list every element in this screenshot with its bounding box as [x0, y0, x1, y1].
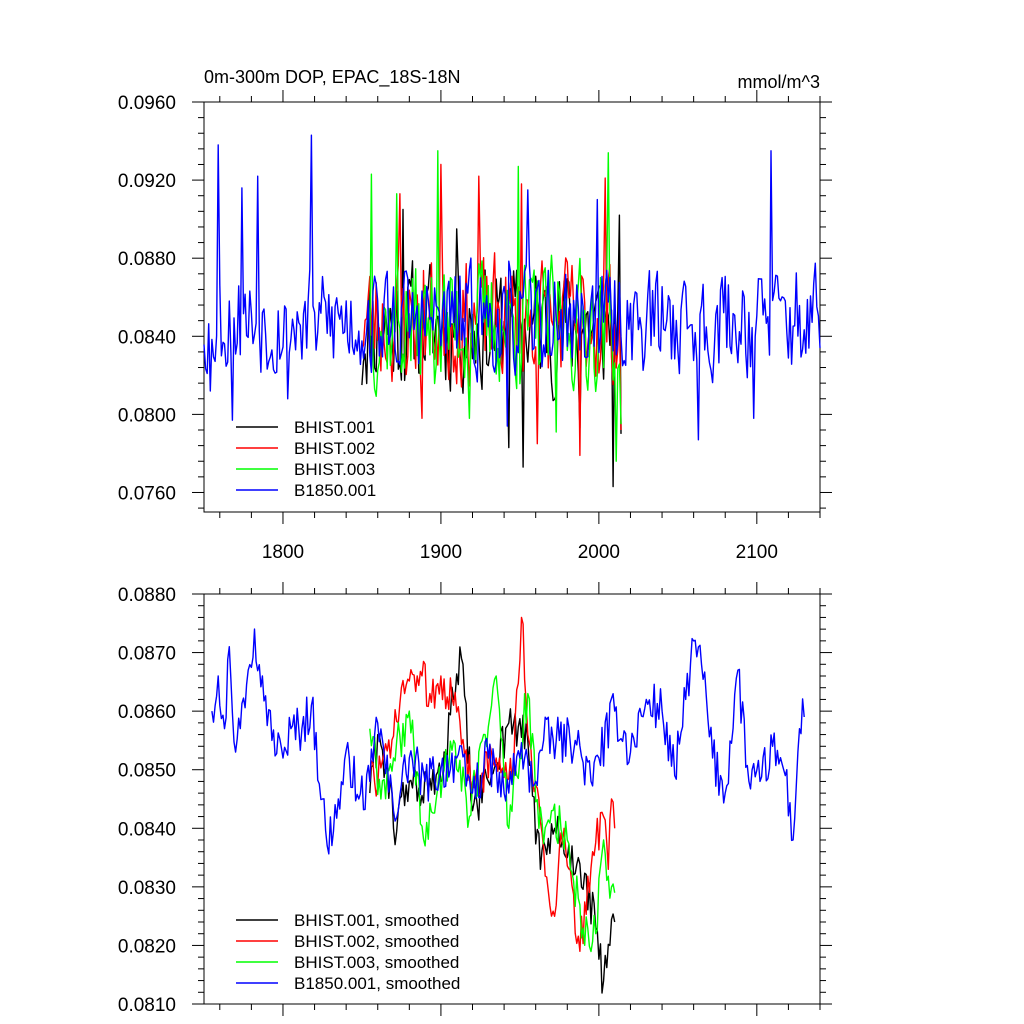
- legend-label: BHIST.002, smoothed: [294, 932, 459, 951]
- series-line-bhist-003-smoothed: [369, 675, 616, 953]
- top-panel: 0m-300m DOP, EPAC_18S-18N mmol/m^3 0.076…: [118, 67, 832, 563]
- top-panel-y-tick-labels: 0.0760 0.0800 0.0840 0.0880 0.0920 0.0960: [118, 93, 176, 504]
- x-tick-label: 2000: [578, 542, 620, 563]
- bottom-panel-frame: [203, 593, 821, 1005]
- bottom-panel-legend: BHIST.001, smoothed BHIST.002, smoothed BH…: [236, 911, 460, 993]
- legend-label: BHIST.001: [294, 418, 375, 437]
- bottom-panel: 0.0810 0.0820 0.0830 0.0840 0.0850 0.0860 0.08…: [118, 582, 832, 1016]
- y-tick-label: 0.0810: [118, 995, 176, 1016]
- y-tick-label: 0.0800: [118, 405, 176, 426]
- y-tick-label: 0.0830: [118, 878, 176, 899]
- y-tick-label: 0.0920: [118, 171, 176, 192]
- top-panel-ticks: [192, 90, 832, 524]
- top-panel-series: [203, 134, 821, 488]
- top-panel-legend: BHIST.001 BHIST.002 BHIST.003 B1850.001: [236, 418, 376, 500]
- legend-label: BHIST.003: [294, 460, 375, 479]
- bottom-panel-y-tick-labels: 0.0810 0.0820 0.0830 0.0840 0.0850 0.0860 0.08…: [118, 585, 176, 1016]
- series-line-b1850-001-smoothed: [211, 628, 805, 855]
- y-tick-label: 0.0850: [118, 761, 176, 782]
- y-tick-label: 0.0880: [118, 585, 176, 606]
- y-tick-label: 0.0820: [118, 936, 176, 957]
- y-tick-label: 0.0840: [118, 327, 176, 348]
- legend-label: B1850.001: [294, 481, 376, 500]
- top-panel-frame: [203, 101, 821, 513]
- x-tick-label: 1900: [420, 542, 462, 563]
- bottom-panel-series: [211, 616, 805, 994]
- x-tick-label: 1800: [262, 542, 304, 563]
- legend-label: BHIST.002: [294, 439, 375, 458]
- series-line-b1850-001: [203, 134, 821, 441]
- bottom-panel-ticks: [192, 582, 832, 1016]
- y-tick-label: 0.0960: [118, 93, 176, 114]
- y-tick-label: 0.0760: [118, 483, 176, 504]
- y-tick-label: 0.0870: [118, 644, 176, 665]
- top-panel-units: mmol/m^3: [738, 72, 820, 92]
- top-panel-title: 0m-300m DOP, EPAC_18S-18N: [204, 67, 460, 88]
- y-tick-label: 0.0840: [118, 819, 176, 840]
- y-tick-label: 0.0860: [118, 702, 176, 723]
- legend-label: BHIST.001, smoothed: [294, 911, 459, 930]
- legend-label: BHIST.003, smoothed: [294, 953, 459, 972]
- y-tick-label: 0.0880: [118, 249, 176, 270]
- top-panel-x-tick-labels: 1800 1900 2000 2100: [262, 542, 778, 563]
- legend-label: B1850.001, smoothed: [294, 974, 460, 993]
- x-tick-label: 2100: [736, 542, 778, 563]
